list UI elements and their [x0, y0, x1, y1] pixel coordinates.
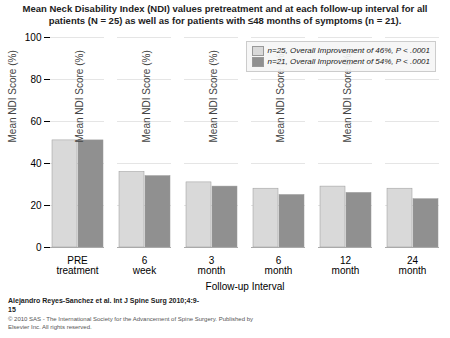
svg-text:PREtreatment: PREtreatment	[56, 254, 98, 275]
svg-text:20: 20	[30, 199, 42, 210]
svg-text:40: 40	[30, 157, 42, 168]
html-text:Alejandro Reyes-Sanchez et al.: Alejandro Reyes-Sanchez et al. Int J Spi…	[8, 296, 199, 313]
svg-text:3month: 3month	[198, 254, 226, 275]
svg-text:100: 100	[25, 31, 42, 42]
svg-text:6month: 6month	[265, 254, 293, 275]
svg-text:Mean NDI Score (%): Mean NDI Score (%)	[208, 50, 219, 142]
svg-text:24month: 24month	[399, 254, 427, 275]
html-text:n=25, Overall Improvement of 4: n=25, Overall Improvement of 46%, P < .0…	[267, 46, 430, 56]
html-text:© 2010 SAS - The International: © 2010 SAS - The International Society f…	[8, 316, 253, 330]
svg-text:60: 60	[30, 115, 42, 126]
svg-text:Mean NDI Score (%): Mean NDI Score (%)	[74, 50, 85, 142]
svg-text:12month: 12month	[332, 254, 360, 275]
svg-text:6week: 6week	[132, 254, 157, 275]
svg-text:Mean NDI Score (%): Mean NDI Score (%)	[141, 50, 152, 142]
svg-text:Mean NDI Score (%): Mean NDI Score (%)	[274, 50, 286, 143]
svg-text:Mean NDI Score (%): Mean NDI Score (%)	[341, 50, 353, 143]
html-text:n=21, Overall Improvement of 5: n=21, Overall Improvement of 54%, P < .0…	[267, 57, 430, 67]
svg-text:Follow-up Interval: Follow-up Interval	[206, 280, 285, 291]
html-text:Mean Neck Disability Index (ND: Mean Neck Disability Index (NDI) values …	[22, 3, 428, 26]
svg-text:80: 80	[30, 73, 42, 84]
svg-text:0: 0	[36, 241, 42, 252]
svg-text:Mean NDI Score (%): Mean NDI Score (%)	[7, 50, 18, 142]
